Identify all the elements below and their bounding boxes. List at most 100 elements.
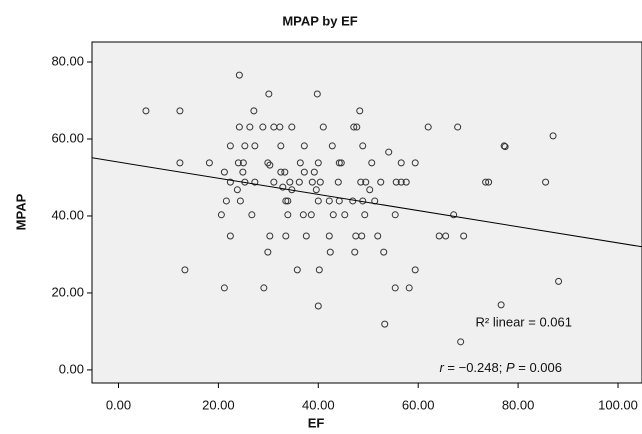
stats-part: = −0.248;: [444, 360, 506, 375]
point: [350, 123, 358, 131]
point: [356, 107, 364, 115]
point: [265, 90, 273, 98]
fit-line: [92, 157, 642, 248]
y-axis-label: MPAP: [13, 193, 28, 230]
point: [293, 266, 301, 274]
point: [288, 123, 296, 131]
point: [251, 142, 259, 150]
x-tick-label: 100.00: [598, 397, 638, 412]
point: [501, 143, 509, 151]
point: [391, 211, 399, 219]
point: [279, 183, 287, 191]
point: [270, 178, 278, 186]
point: [241, 142, 249, 150]
point: [359, 142, 367, 150]
x-tick-label: 0.00: [106, 397, 131, 412]
point: [380, 248, 388, 256]
x-tick-label: 60.00: [402, 397, 435, 412]
point: [142, 107, 150, 115]
point: [250, 107, 258, 115]
point: [392, 178, 400, 186]
point: [405, 284, 413, 292]
point: [222, 197, 230, 205]
point: [264, 248, 272, 256]
point: [235, 123, 243, 131]
point: [315, 266, 323, 274]
point: [284, 197, 292, 205]
point: [314, 302, 322, 310]
point: [555, 277, 563, 285]
point: [353, 123, 361, 131]
x-tick-label: 20.00: [202, 397, 235, 412]
point: [397, 159, 405, 167]
point: [313, 90, 321, 98]
point: [316, 178, 324, 186]
point: [334, 178, 342, 186]
point: [296, 159, 304, 167]
point: [300, 142, 308, 150]
point: [374, 232, 382, 240]
point: [176, 159, 184, 167]
point: [325, 232, 333, 240]
point: [362, 178, 370, 186]
point: [549, 132, 557, 140]
point: [341, 211, 349, 219]
r-squared-label: R² linear = 0.061: [476, 314, 572, 329]
point: [450, 211, 458, 219]
point: [251, 178, 259, 186]
stats-part: P: [506, 360, 515, 375]
point: [366, 186, 374, 194]
point: [286, 178, 294, 186]
point: [284, 211, 292, 219]
point: [176, 107, 184, 115]
point: [397, 178, 405, 186]
point: [411, 159, 419, 167]
point: [246, 123, 254, 131]
point: [300, 168, 308, 176]
point: [277, 168, 285, 176]
point: [328, 142, 336, 150]
point: [217, 211, 225, 219]
stats-label: r = −0.248; P = 0.006: [439, 360, 562, 375]
point: [381, 320, 389, 328]
point: [260, 284, 268, 292]
point: [307, 211, 315, 219]
point: [485, 178, 493, 186]
point: [424, 123, 432, 131]
point: [312, 186, 320, 194]
point: [239, 168, 247, 176]
point: [220, 168, 228, 176]
point: [236, 197, 244, 205]
y-tick-label: 20.00: [51, 284, 84, 299]
point: [454, 123, 462, 131]
plot-layer: [92, 71, 642, 346]
point: [358, 232, 366, 240]
point: [266, 161, 274, 169]
point: [457, 338, 465, 346]
point: [205, 159, 213, 167]
point: [314, 197, 322, 205]
point: [542, 178, 550, 186]
x-tick-label: 40.00: [302, 397, 335, 412]
point: [239, 159, 247, 167]
point: [235, 71, 243, 79]
y-tick-label: 60.00: [51, 130, 84, 145]
point: [299, 211, 307, 219]
point: [329, 211, 337, 219]
point: [402, 178, 410, 186]
point: [302, 232, 310, 240]
point: [326, 248, 334, 256]
point: [281, 168, 289, 176]
point: [226, 178, 234, 186]
point: [234, 159, 242, 167]
point: [319, 123, 327, 131]
point: [277, 142, 285, 150]
y-tick-label: 40.00: [51, 207, 84, 222]
point: [482, 178, 490, 186]
point: [314, 159, 322, 167]
point: [248, 211, 256, 219]
point: [181, 266, 189, 274]
point: [325, 197, 333, 205]
point: [276, 123, 284, 131]
